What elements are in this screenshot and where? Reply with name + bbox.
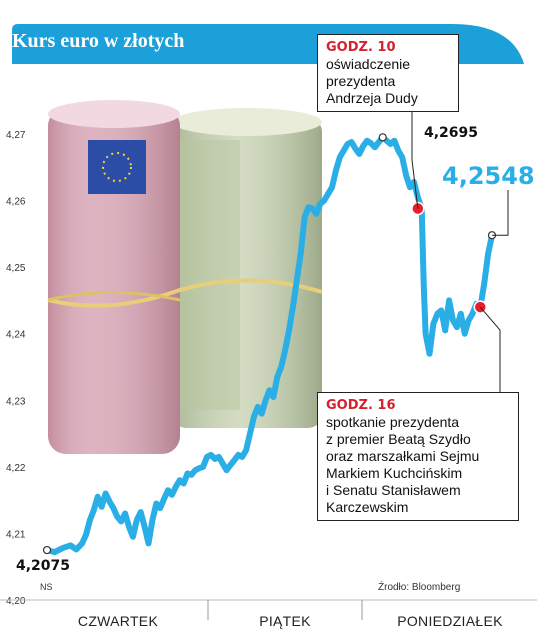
day-label: CZWARTEK <box>78 613 159 629</box>
series-eur-pln <box>44 134 495 556</box>
value-point-marker <box>378 133 387 142</box>
series-line <box>44 134 495 556</box>
annotation-line: i Senatu Stanisławem <box>326 482 461 498</box>
annotation-godz-10: GODZ. 10 oświadczenie prezydenta Andrzej… <box>317 34 459 112</box>
y-tick-label: 4,27 <box>6 130 26 141</box>
leader-line <box>492 190 509 236</box>
annotation-godz-16: GODZ. 16 spotkanie prezydenta z premier … <box>317 392 519 521</box>
annotation-line: Markiem Kuchcińskim <box>326 465 463 481</box>
y-tick-label: 4,25 <box>6 263 26 274</box>
annotation-line: Andrzeja Dudy <box>326 90 418 106</box>
last-value-label: 4,2548 <box>442 162 535 190</box>
leader-line <box>411 92 419 209</box>
source-label: Źrodło: Bloomberg <box>378 580 460 593</box>
annotation-line: oświadczenie <box>326 56 411 72</box>
y-axis: 4,27 4,26 4,25 4,24 4,23 4,22 4,21 4,20 <box>6 130 26 607</box>
y-tick-label: 4,22 <box>6 463 26 474</box>
ns-label: NS <box>40 582 53 592</box>
annotation-line: oraz marszałkami Sejmu <box>326 448 480 464</box>
banknote-rolls-illustration <box>47 100 323 454</box>
annotation-line: z premier Beatą Szydło <box>326 431 471 447</box>
y-tick-label: 4,20 <box>6 596 26 607</box>
annotation-time: GODZ. 16 <box>326 398 396 413</box>
annotation-line: prezydenta <box>326 73 396 89</box>
y-tick-label: 4,21 <box>6 529 26 540</box>
annotation-leaders <box>411 92 509 392</box>
y-tick-label: 4,26 <box>6 197 26 208</box>
day-label: PONIEDZIAŁEK <box>397 613 503 629</box>
value-point-marker <box>42 545 52 555</box>
max-value-label: 4,2695 <box>424 125 479 141</box>
annotation-line: Karczewskim <box>326 499 409 515</box>
leader-line <box>479 306 501 392</box>
day-label: PIĄTEK <box>259 613 311 629</box>
y-tick-label: 4,24 <box>6 330 26 341</box>
x-axis: CZWARTEK PIĄTEK PONIEDZIAŁEK <box>0 599 537 629</box>
annotation-line: spotkanie prezydenta <box>326 414 460 430</box>
y-tick-label: 4,23 <box>6 396 26 407</box>
start-value-label: 4,2075 <box>16 558 71 574</box>
annotation-time: GODZ. 10 <box>326 40 396 55</box>
chart-title: Kurs euro w złotych <box>12 30 185 52</box>
